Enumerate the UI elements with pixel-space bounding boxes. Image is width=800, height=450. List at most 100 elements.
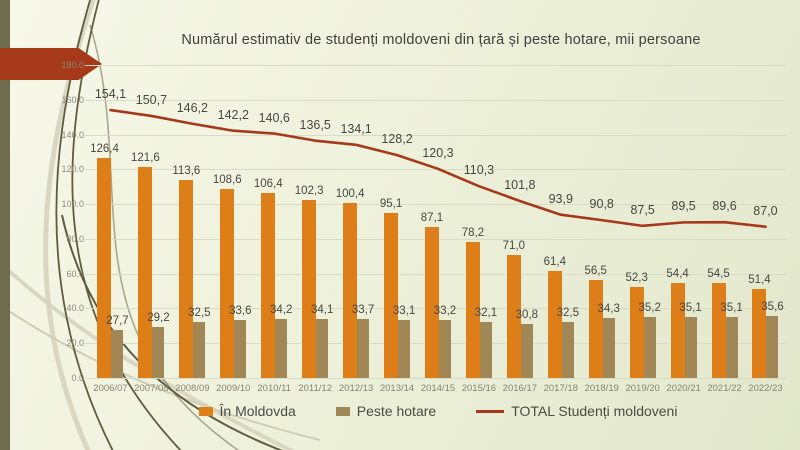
gridline [85,134,786,136]
x-axis-label: 2015/16 [461,383,497,394]
bar-in-moldova [343,203,358,378]
bar-value-label: 32,1 [474,307,498,320]
total-value-label: 120,3 [422,145,454,160]
total-value-label: 150,7 [135,92,168,107]
bar-value-label: 102,3 [294,185,324,198]
total-value-label: 101,8 [504,177,536,192]
total-value-label: 93,9 [548,191,573,206]
bar-peste-hotare [684,316,697,378]
y-tick-label: 120.0 [61,164,84,175]
y-tick-label: 80.0 [66,233,84,244]
y-tick-label: 160.0 [61,94,84,105]
bar-value-label: 33,7 [351,304,375,317]
total-value-label: 128,2 [381,132,413,147]
total-value-label: 87,5 [630,202,655,217]
y-tick-label: 40.0 [66,303,84,314]
bar-in-moldova [752,288,767,378]
x-axis-label: 2007/08 [134,383,169,394]
gridline [85,378,786,379]
legend-item-total: TOTAL Studenți moldoveni [476,403,677,419]
y-tick-label: 180.0 [61,60,84,70]
bar-value-label: 35,1 [679,301,702,314]
bar-value-label: 71,0 [502,239,526,252]
bar-value-label: 35,1 [720,301,743,314]
y-tick-label: 100.0 [61,199,84,210]
legend-swatch-bar-icon [198,406,213,416]
bar-in-moldova [220,189,235,378]
bar-value-label: 54,5 [707,268,730,281]
bar-value-label: 33,1 [392,305,416,318]
category-column: 78,2 32,1 110,3 2015/16 [458,65,499,394]
x-axis-label: 2021/22 [707,383,742,394]
bar-in-moldova [588,279,603,378]
legend-label: Peste hotare [356,403,437,419]
bar-value-label: 106,4 [253,177,283,190]
category-column: 61,4 32,5 93,9 2017/18 [540,65,581,394]
bar-value-label: 56,5 [584,264,607,277]
bar-in-moldova [261,192,276,378]
y-tick-label: 0.0 [71,373,84,383]
gridline [85,204,786,206]
bar-in-moldova [384,212,399,378]
arrow-banner [0,48,102,80]
category-column: 121,6 29,2 150,7 2007/08 [131,65,172,394]
bar-in-moldova [424,226,439,378]
legend-label: TOTAL Studenți moldoveni [511,403,678,419]
x-axis-label: 2017/18 [543,383,578,394]
chart: Numărul estimativ de studenți moldoveni … [54,30,788,450]
bar-value-label: 100,4 [335,188,365,201]
bar-peste-hotare [111,329,124,378]
bar-in-moldova [670,283,685,378]
x-axis-label: 2018/19 [584,383,619,394]
bar-peste-hotare [479,322,492,378]
plot-area: 0.0 20.0 40.0 60.0 80.0 100.0 120.0 140.0 160.0 1… [61,60,786,394]
category-column: 51,4 35,6 87,0 2022/23 [745,65,786,394]
bar-in-moldova [179,180,194,378]
plot-columns: 126,4 27,7 154,1 2006/07 121,6 29,2 150,7 2007/… [90,65,786,394]
bar-value-label: 34,3 [597,303,620,316]
bar-value-label: 108,6 [212,174,242,187]
bar-peste-hotare [725,316,738,378]
bar-value-label: 51,4 [748,273,771,286]
x-axis-label: 2014/15 [420,383,456,394]
category-column: 126,4 27,7 154,1 2006/07 [90,65,131,394]
bar-value-label: 126,4 [90,143,119,156]
total-value-label: 136,5 [299,117,331,132]
bar-value-label: 52,3 [625,272,648,285]
x-axis-label: 2016/17 [502,383,538,394]
x-axis-label: 2013/14 [379,383,415,394]
bar-peste-hotare [520,324,533,378]
chart-title: Numărul estimativ de studenți moldoveni … [181,32,701,48]
bar-value-label: 33,6 [229,304,252,317]
total-value-label: 142,2 [217,107,249,122]
bar-value-label: 32,5 [556,306,579,319]
bar-value-label: 87,1 [420,211,444,224]
total-value-label: 89,5 [671,199,696,214]
total-line [90,65,786,378]
category-column: 87,1 33,2 120,3 2014/15 [418,65,459,394]
legend-swatch-bar-icon [335,406,350,416]
bar-value-label: 95,1 [379,197,403,210]
total-value-label: 90,8 [589,197,614,212]
total-value-label: 140,6 [258,110,290,125]
bar-in-moldova [302,200,317,378]
bar-in-moldova [465,242,480,378]
y-tick-label: 20.0 [66,338,84,349]
x-axis-label: 2009/10 [216,383,251,394]
x-axis-label: 2010/11 [257,383,292,394]
bar-value-label: 33,2 [433,305,457,318]
bar-value-label: 61,4 [543,256,566,269]
bar-peste-hotare [357,319,370,378]
legend-swatch-line-icon [476,409,505,413]
x-axis-label: 2019/20 [625,383,660,394]
bar-in-moldova [711,283,726,378]
total-value-label: 134,1 [340,121,372,136]
bar-peste-hotare [766,316,779,378]
category-column: 56,5 34,3 90,8 2018/19 [581,65,622,394]
x-axis-label: 2020/21 [666,383,701,394]
category-column: 106,4 34,2 140,6 2010/11 [253,65,295,394]
total-value-label: 154,1 [94,87,127,102]
bar-peste-hotare [275,318,288,378]
x-axis-label: 2006/07 [93,383,128,394]
